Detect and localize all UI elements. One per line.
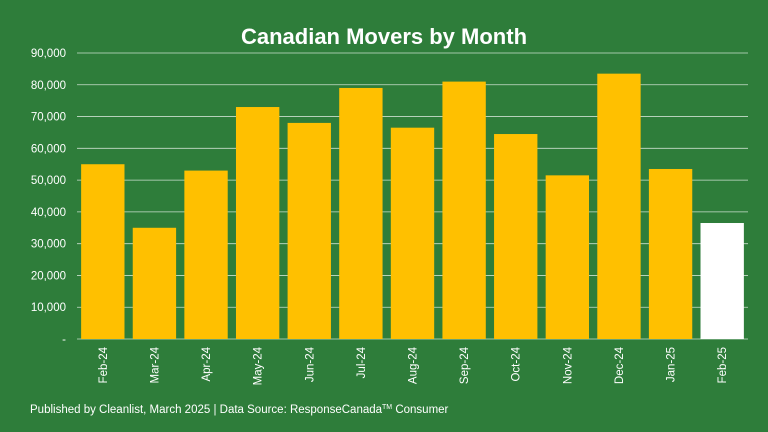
- y-tick-label: -: [62, 334, 66, 346]
- bar: [132, 227, 177, 339]
- chart-title: Canadian Movers by Month: [240, 24, 528, 49]
- y-tick-label: 10,000: [31, 302, 66, 314]
- x-tick-label: Feb-25: [717, 347, 729, 383]
- bar: [442, 81, 486, 339]
- x-tick-label: Sep-24: [459, 346, 471, 384]
- x-tick-label: Nov-24: [562, 346, 574, 384]
- bar: [339, 87, 383, 339]
- y-tick-label: 30,000: [31, 239, 66, 251]
- x-tick-label: May-24: [253, 346, 265, 385]
- bar: [545, 175, 590, 339]
- bar: [390, 127, 435, 339]
- bar: [597, 73, 641, 340]
- bar: [648, 168, 693, 339]
- x-tick-label: Apr-24: [201, 346, 213, 381]
- y-tick-label: 50,000: [31, 175, 66, 187]
- bar: [81, 164, 125, 339]
- trademark-mark: TM: [382, 404, 393, 411]
- footer-text-suffix: Consumer: [392, 404, 449, 416]
- x-tick-label: Dec-24: [614, 346, 626, 384]
- y-tick-label: 90,000: [31, 48, 66, 60]
- footer-credit: Published by Cleanlist, March 2025 | Dat…: [30, 404, 448, 416]
- x-tick-label: Jun-24: [304, 346, 316, 382]
- bar: [700, 223, 744, 339]
- bar: [287, 122, 331, 340]
- x-tick-label: Jul-24: [356, 346, 368, 378]
- x-tick-label: Oct-24: [511, 346, 523, 381]
- bar: [184, 170, 228, 339]
- y-tick-label: 60,000: [31, 143, 66, 155]
- x-tick-label: Feb-24: [98, 346, 110, 383]
- x-tick-label: Jan-25: [666, 347, 678, 382]
- bar: [494, 134, 538, 339]
- footer-text: Published by Cleanlist, March 2025 | Dat…: [30, 404, 383, 416]
- y-tick-label: 40,000: [31, 207, 66, 219]
- y-tick-label: 70,000: [31, 112, 66, 124]
- x-tick-label: Aug-24: [408, 346, 420, 384]
- bar: [235, 107, 280, 340]
- y-tick-label: 80,000: [31, 80, 66, 92]
- y-tick-label: 20,000: [31, 270, 66, 282]
- x-tick-label: Mar-24: [149, 346, 161, 383]
